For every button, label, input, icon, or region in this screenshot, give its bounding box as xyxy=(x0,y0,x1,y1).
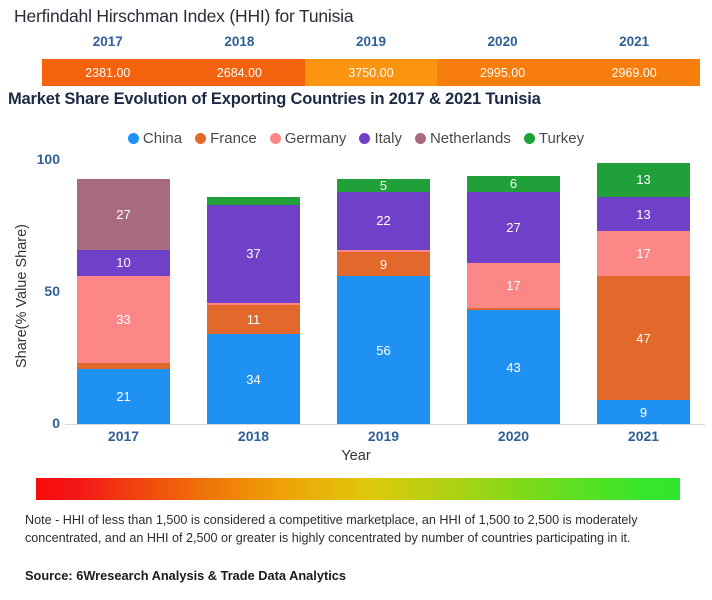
chart-title: Market Share Evolution of Exporting Coun… xyxy=(8,90,541,108)
bar-segment-turkey-2020[interactable]: 6 xyxy=(467,175,560,192)
hhi-value-2017: 2381.00 xyxy=(42,59,174,86)
hhi-year-row: 2017 2018 2019 2020 2021 xyxy=(42,34,700,49)
stacked-bars: 27 10 33 21 37 11 34 5 22 9 56 6 27 17 43 13 13 17 47 9 xyxy=(65,160,705,424)
bar-segment-italy-2018[interactable]: 37 xyxy=(207,204,300,303)
bar-segment-china-2018[interactable]: 34 xyxy=(207,334,300,424)
bar-segment-france-2017[interactable] xyxy=(77,363,170,369)
legend-item-france[interactable]: France xyxy=(195,130,257,147)
legend-dot-icon xyxy=(359,133,371,144)
bar-column-2021[interactable]: 13 13 17 47 9 xyxy=(597,162,690,424)
legend-label: France xyxy=(210,130,257,147)
bar-segment-turkey-2018[interactable] xyxy=(207,197,300,205)
bar-column-2019[interactable]: 5 22 9 56 xyxy=(337,178,430,424)
y-tick-0: 0 xyxy=(52,415,60,431)
bar-segment-germany-2021[interactable]: 17 xyxy=(597,231,690,277)
bar-segment-italy-2020[interactable]: 27 xyxy=(467,191,560,263)
bar-segment-turkey-2021[interactable]: 13 xyxy=(597,162,690,197)
bar-segment-italy-2021[interactable]: 13 xyxy=(597,196,690,232)
legend-item-turkey[interactable]: Turkey xyxy=(523,130,585,147)
bar-segment-italy-2017[interactable]: 10 xyxy=(77,249,170,277)
bar-segment-turkey-2019[interactable]: 5 xyxy=(337,178,430,192)
bar-segment-germany-2018[interactable] xyxy=(207,302,300,306)
hhi-value-2018: 2684.00 xyxy=(173,59,306,86)
legend-item-germany[interactable]: Germany xyxy=(269,130,347,147)
bar-segment-china-2021[interactable]: 9 xyxy=(597,400,690,424)
hhi-year-2018: 2018 xyxy=(224,34,255,49)
y-tick-100: 100 xyxy=(36,151,60,167)
x-tick-2017: 2017 xyxy=(107,428,140,444)
x-tick-2021: 2021 xyxy=(627,428,660,444)
bar-segment-china-2017[interactable]: 21 xyxy=(77,368,170,424)
bar-segment-germany-2019[interactable] xyxy=(337,249,430,253)
bar-column-2020[interactable]: 6 27 17 43 xyxy=(467,175,560,424)
bar-segment-netherlands-2017[interactable]: 27 xyxy=(77,178,170,250)
bar-segment-germany-2017[interactable]: 33 xyxy=(77,276,170,364)
legend-label: Germany xyxy=(284,130,347,147)
hhi-value-2020: 2995.00 xyxy=(436,59,569,86)
bar-column-2017[interactable]: 27 10 33 21 xyxy=(77,178,170,424)
footer-note: Note - HHI of less than 1,500 is conside… xyxy=(25,513,638,545)
x-tick-2020: 2020 xyxy=(497,428,530,444)
legend-dot-icon xyxy=(195,133,207,144)
hhi-year-2021: 2021 xyxy=(619,34,650,49)
legend-dot-icon xyxy=(127,133,139,144)
hhi-year-2019: 2019 xyxy=(355,34,386,49)
x-axis-label: Year xyxy=(341,448,371,464)
legend-label: Italy xyxy=(374,130,402,147)
bar-segment-italy-2019[interactable]: 22 xyxy=(337,191,430,250)
hhi-year-2017: 2017 xyxy=(92,34,123,49)
bar-segment-germany-2020[interactable]: 17 xyxy=(467,262,560,308)
bar-segment-china-2020[interactable]: 43 xyxy=(467,310,560,424)
x-tick-2018: 2018 xyxy=(237,428,270,444)
hhi-value-2019: 3750.00 xyxy=(305,59,437,86)
bar-segment-france-2019[interactable]: 9 xyxy=(337,252,430,277)
plot-area: Share(% Value Share) 0 50 100 27 10 33 21 37 11… xyxy=(0,151,712,464)
hhi-title: Herfindahl Hirschman Index (HHI) for Tun… xyxy=(14,6,354,26)
footer-source: Source: 6Wresearch Analysis & Trade Data… xyxy=(25,568,347,583)
legend-item-italy[interactable]: Italy xyxy=(359,130,402,147)
legend-dot-icon xyxy=(414,133,426,144)
hhi-value-2021: 2969.00 xyxy=(568,59,700,86)
bar-segment-france-2018[interactable]: 11 xyxy=(207,305,300,335)
legend-label: Turkey xyxy=(538,130,585,147)
legend-item-netherlands[interactable]: Netherlands xyxy=(414,130,511,147)
bar-segment-china-2019[interactable]: 56 xyxy=(337,276,430,424)
hhi-year-2020: 2020 xyxy=(487,34,518,49)
hhi-value-bar: 2381.00 2684.00 3750.00 2995.00 2969.00 xyxy=(42,59,700,86)
legend-label: Netherlands xyxy=(429,130,511,147)
hhi-gradient-scale xyxy=(36,478,680,500)
bar-column-2018[interactable]: 37 11 34 xyxy=(207,197,300,424)
x-axis-line xyxy=(65,424,705,425)
bar-segment-france-2021[interactable]: 47 xyxy=(597,276,690,401)
legend-dot-icon xyxy=(269,133,281,144)
legend-dot-icon xyxy=(523,133,535,144)
bar-segment-france-2020[interactable] xyxy=(467,307,560,311)
chart-legend: China France Germany Italy Netherlands Turkey xyxy=(0,130,712,147)
x-tick-2019: 2019 xyxy=(367,428,400,444)
y-axis-ticks: 0 50 100 xyxy=(18,151,60,450)
legend-label: China xyxy=(142,130,183,147)
y-tick-50: 50 xyxy=(44,283,60,299)
legend-item-china[interactable]: China xyxy=(127,130,183,147)
